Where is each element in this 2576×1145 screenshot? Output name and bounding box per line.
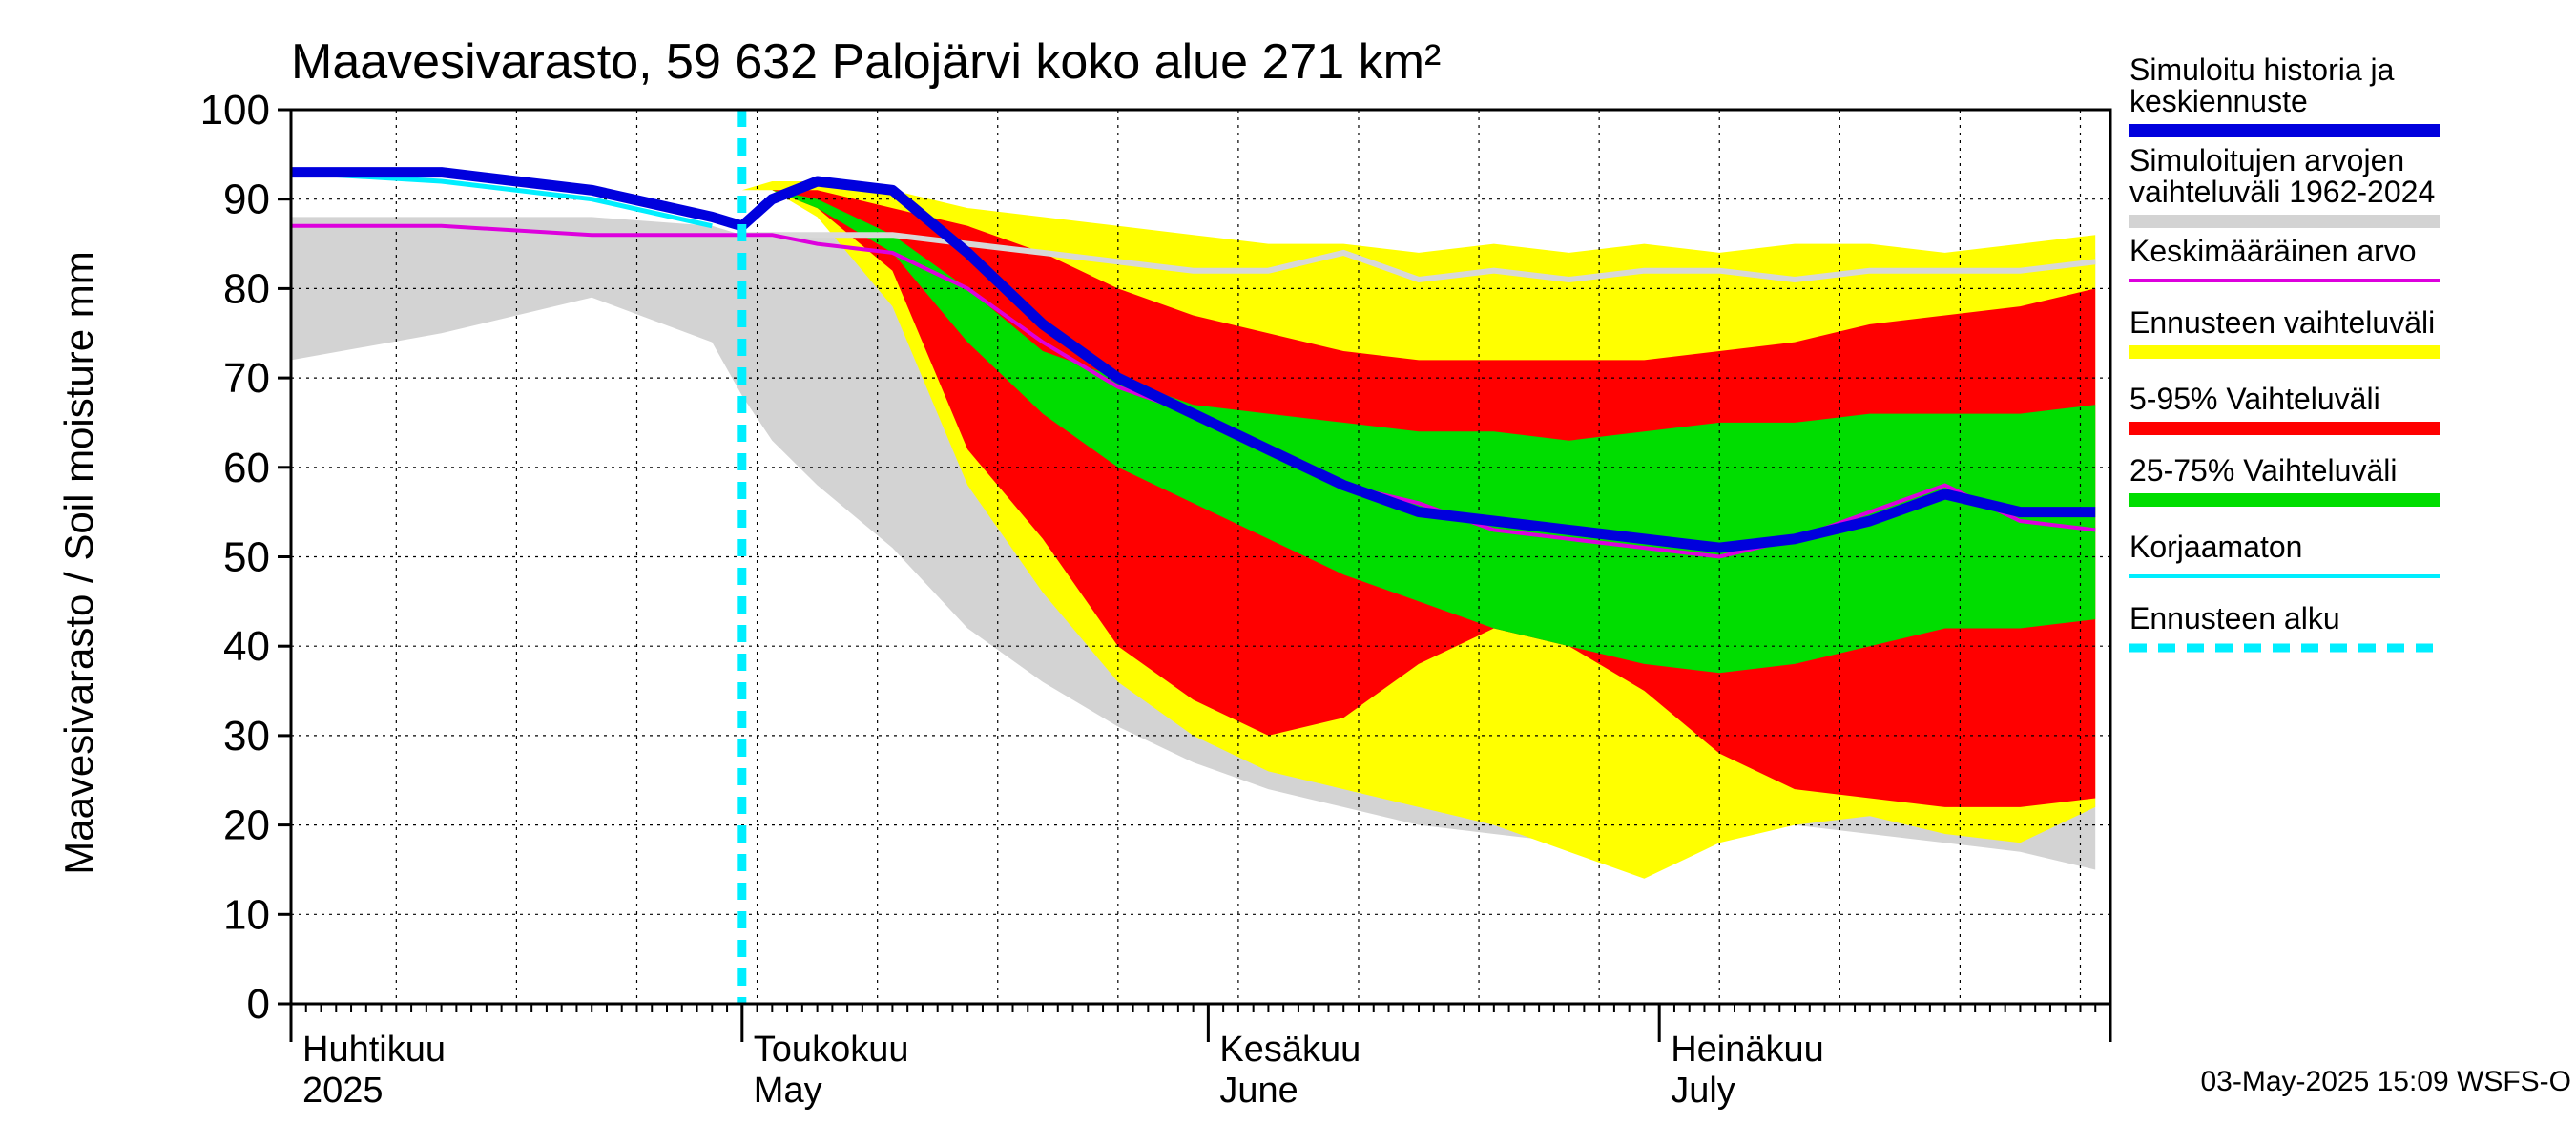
plot-grid <box>291 110 2110 1004</box>
legend-label: Ennusteen alku <box>2129 601 2340 635</box>
legend-label: keskiennuste <box>2129 84 2308 118</box>
y-tick-label: 20 <box>223 802 270 849</box>
x-month-label-fi: Heinäkuu <box>1671 1030 1824 1070</box>
legend-label: Keskimääräinen arvo <box>2129 234 2417 268</box>
legend-label: Simuloitujen arvojen <box>2129 143 2404 177</box>
legend-label: vaihteluväli 1962-2024 <box>2129 175 2435 209</box>
y-tick-label: 40 <box>223 623 270 670</box>
x-month-label-en: 2025 <box>302 1071 384 1111</box>
band-25-75 <box>741 190 2096 674</box>
x-month-label-fi: Huhtikuu <box>302 1030 446 1070</box>
legend-label: 25-75% Vaihteluväli <box>2129 453 2397 488</box>
y-axis-label: Maavesivarasto / Soil moisture mm <box>56 251 101 875</box>
simulated-forecast-line <box>291 167 2096 553</box>
legend-label: Ennusteen vaihteluväli <box>2129 305 2435 340</box>
y-tick-label: 30 <box>223 713 270 760</box>
y-tick-label: 70 <box>223 355 270 402</box>
x-month-label-en: June <box>1219 1071 1298 1111</box>
plot-lines <box>290 110 2096 1004</box>
y-tick-label: 60 <box>223 445 270 491</box>
legend-label: Korjaamaton <box>2129 530 2302 564</box>
y-tick-label: 10 <box>223 891 270 938</box>
footer-timestamp: 03-May-2025 15:09 WSFS-O <box>2201 1066 2572 1097</box>
legend-label: 5-95% Vaihteluväli <box>2129 382 2380 416</box>
x-month-label-fi: Kesäkuu <box>1219 1030 1361 1070</box>
x-month-label-en: July <box>1671 1071 1735 1111</box>
legend-label: Simuloitu historia ja <box>2129 52 2395 87</box>
chart-title: Maavesivarasto, 59 632 Palojärvi koko al… <box>291 34 1441 90</box>
y-tick-label: 80 <box>223 265 270 312</box>
x-month-label-en: May <box>754 1071 822 1111</box>
x-month-label-fi: Toukokuu <box>754 1030 909 1070</box>
median-line <box>741 232 2096 283</box>
y-tick-label: 0 <box>247 981 270 1028</box>
y-tick-label: 50 <box>223 534 270 581</box>
y-tick-label: 90 <box>223 177 270 223</box>
y-tick-label: 100 <box>200 87 270 134</box>
